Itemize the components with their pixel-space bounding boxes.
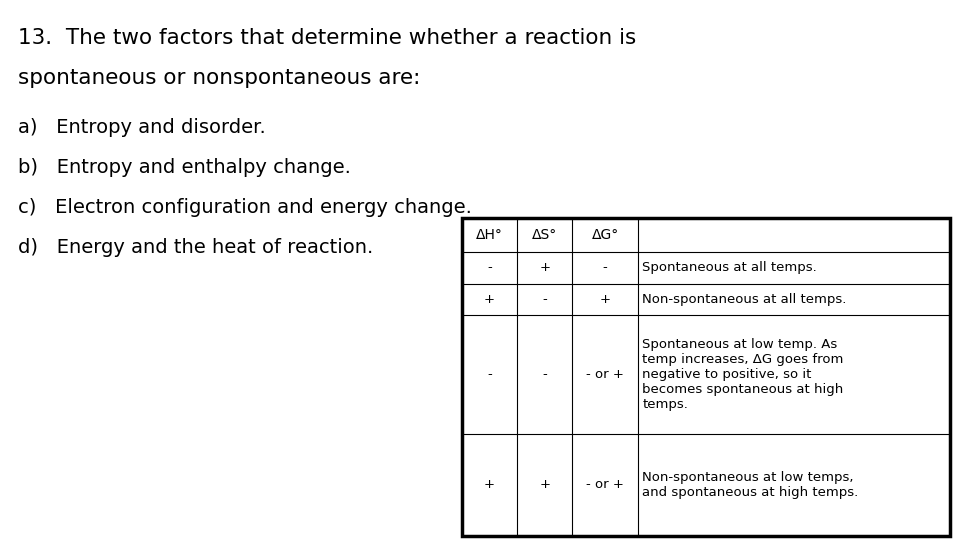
Text: c)   Electron configuration and energy change.: c) Electron configuration and energy cha… [18,198,472,217]
Text: spontaneous or nonspontaneous are:: spontaneous or nonspontaneous are: [18,68,420,88]
Text: - or +: - or + [587,368,624,381]
Text: +: + [540,261,550,274]
Text: +: + [540,478,550,491]
Text: Non-spontaneous at low temps,
and spontaneous at high temps.: Non-spontaneous at low temps, and sponta… [642,471,858,499]
Text: 13.  The two factors that determine whether a reaction is: 13. The two factors that determine wheth… [18,28,636,48]
Text: +: + [600,293,611,306]
Text: Non-spontaneous at all temps.: Non-spontaneous at all temps. [642,293,847,306]
Text: ΔS°: ΔS° [532,228,558,242]
Text: +: + [484,478,495,491]
Text: d)   Energy and the heat of reaction.: d) Energy and the heat of reaction. [18,238,373,257]
Text: Spontaneous at low temp. As
temp increases, ΔG goes from
negative to positive, s: Spontaneous at low temp. As temp increas… [642,338,844,411]
Text: -: - [487,368,492,381]
Text: +: + [484,293,495,306]
Text: -: - [542,293,547,306]
Text: a)   Entropy and disorder.: a) Entropy and disorder. [18,118,266,137]
Text: -: - [603,261,608,274]
Text: Spontaneous at all temps.: Spontaneous at all temps. [642,261,817,274]
Text: -: - [487,261,492,274]
Text: -: - [542,368,547,381]
Text: ΔG°: ΔG° [591,228,619,242]
Bar [462,218,950,536]
Text: ΔH°: ΔH° [476,228,503,242]
Text: b)   Entropy and enthalpy change.: b) Entropy and enthalpy change. [18,158,350,177]
Text: - or +: - or + [587,478,624,491]
